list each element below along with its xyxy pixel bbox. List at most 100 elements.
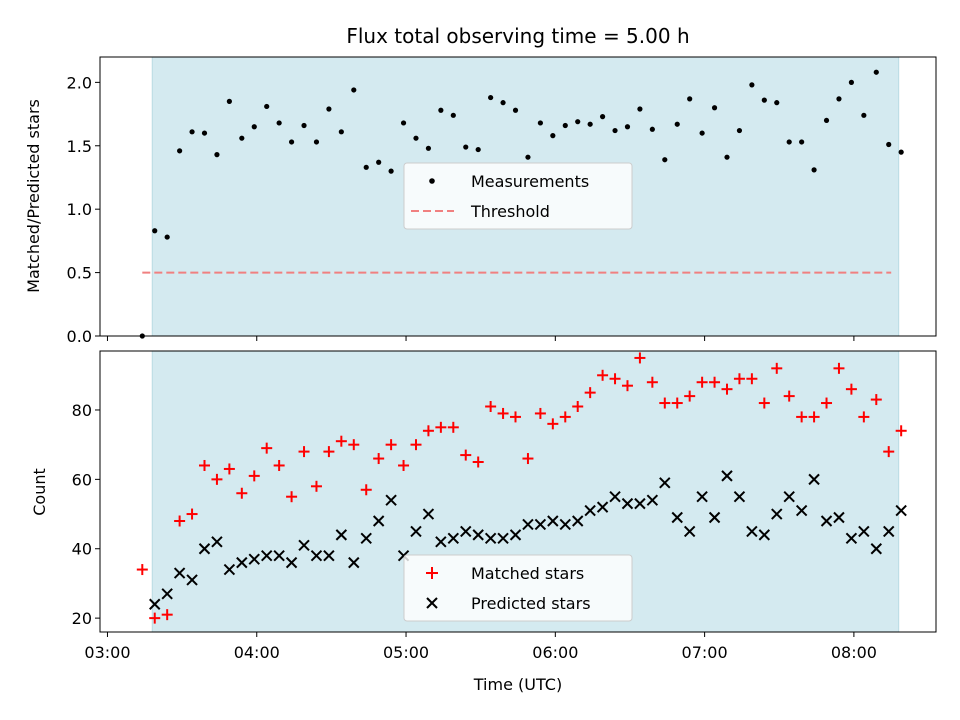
predicted-star-point bbox=[547, 515, 559, 527]
matched-star-point bbox=[808, 411, 820, 423]
matched-star-point bbox=[460, 449, 472, 461]
matched-star-point bbox=[472, 456, 484, 468]
predicted-star-point bbox=[758, 529, 771, 541]
top-axes-frame bbox=[99, 56, 937, 337]
predicted-star-point bbox=[260, 549, 273, 562]
legend-marker-matched bbox=[426, 567, 438, 579]
x-diag-2 bbox=[559, 518, 571, 531]
measurement-point bbox=[674, 121, 680, 127]
y-tick-label: 0.0 bbox=[67, 327, 92, 346]
measurement-point bbox=[226, 98, 232, 104]
measurement-point bbox=[164, 234, 170, 240]
predicted-star-point bbox=[708, 511, 721, 524]
x-diag-2 bbox=[634, 497, 646, 510]
matched-star-point bbox=[323, 446, 335, 458]
matched-star-point bbox=[310, 480, 322, 492]
measurement-point bbox=[724, 154, 730, 160]
measurement-point bbox=[761, 97, 767, 103]
predicted-star-point bbox=[596, 501, 609, 513]
measurement-point bbox=[786, 139, 792, 145]
measurement-point bbox=[687, 96, 693, 102]
predicted-star-point bbox=[621, 497, 634, 510]
predicted-star-point bbox=[795, 504, 808, 517]
predicted-star-point bbox=[559, 518, 571, 531]
matched-star-point bbox=[609, 373, 621, 385]
predicted-star-point bbox=[820, 515, 833, 527]
matched-star-point bbox=[858, 411, 870, 423]
x-diag-2 bbox=[833, 511, 845, 524]
measurement-point bbox=[239, 135, 245, 141]
measurement-point bbox=[450, 112, 456, 118]
predicted-star-point bbox=[198, 543, 211, 555]
x-diag-2 bbox=[783, 490, 795, 503]
bottom-legend: Matched stars Predicted stars bbox=[403, 554, 633, 622]
matched-star-point bbox=[510, 411, 522, 423]
x-diag-2 bbox=[696, 490, 708, 503]
matched-star-point bbox=[335, 435, 347, 447]
predicted-star-point bbox=[783, 490, 795, 503]
matched-star-point bbox=[783, 390, 795, 402]
matched-star-point bbox=[684, 390, 696, 402]
matched-star-point bbox=[833, 362, 845, 374]
x-diag-2 bbox=[509, 529, 522, 541]
predicted-star-point bbox=[484, 532, 497, 545]
matched-star-point bbox=[286, 491, 298, 503]
matched-star-point bbox=[211, 473, 223, 485]
matched-star-point bbox=[248, 470, 260, 482]
matched-star-point bbox=[186, 508, 198, 520]
measurement-point bbox=[288, 139, 295, 145]
y-tick-label: 2.0 bbox=[67, 73, 92, 92]
predicted-star-point bbox=[721, 470, 733, 482]
measurement-point bbox=[587, 121, 593, 127]
matched-star-point bbox=[634, 352, 646, 364]
predicted-star-point bbox=[870, 543, 882, 555]
matched-star-point bbox=[485, 401, 497, 413]
x-diag-2 bbox=[211, 536, 223, 548]
measurement-point bbox=[152, 228, 158, 234]
predicted-star-point bbox=[472, 529, 484, 541]
predicted-star-point bbox=[447, 532, 460, 545]
measurement-point bbox=[774, 100, 780, 106]
x-diag-2 bbox=[422, 508, 435, 520]
x-diag-2 bbox=[596, 501, 609, 513]
x-diag-2 bbox=[298, 539, 310, 551]
matched-star-point bbox=[883, 446, 895, 458]
predicted-star-point bbox=[335, 529, 348, 541]
measurement-point bbox=[400, 120, 407, 126]
x-diag-2 bbox=[808, 473, 820, 486]
matched-star-point bbox=[771, 362, 783, 374]
x-diag-2 bbox=[721, 470, 733, 482]
y-tick-label: 20 bbox=[72, 609, 92, 628]
matched-star-point bbox=[534, 407, 546, 419]
matched-star-point bbox=[597, 369, 609, 381]
measurement-point bbox=[799, 139, 805, 145]
matched-star-point bbox=[845, 383, 857, 395]
legend-label-predicted: Predicted stars bbox=[471, 594, 591, 613]
predicted-star-point bbox=[746, 525, 758, 538]
predicted-star-point bbox=[422, 508, 435, 520]
predicted-star-point bbox=[845, 532, 858, 545]
legend-box bbox=[403, 554, 633, 622]
matched-star-point bbox=[758, 397, 770, 409]
predicted-star-point bbox=[273, 549, 285, 562]
x-diag-2 bbox=[572, 515, 584, 527]
matched-star-point bbox=[522, 453, 534, 465]
y-tick-label: 60 bbox=[72, 470, 92, 489]
x-diag-2 bbox=[858, 525, 870, 538]
measurement-point bbox=[599, 114, 606, 120]
measurement-point bbox=[562, 122, 568, 129]
x-diag-2 bbox=[609, 490, 621, 503]
top-panel-marks bbox=[139, 69, 904, 339]
x-diag-2 bbox=[397, 549, 410, 562]
x-diag-2 bbox=[547, 515, 559, 527]
measurement-point bbox=[189, 129, 195, 135]
predicted-star-point bbox=[248, 553, 260, 565]
measurement-point bbox=[475, 146, 481, 153]
measurement-point bbox=[836, 96, 842, 102]
measurement-point bbox=[313, 139, 320, 145]
predicted-star-point bbox=[236, 556, 248, 569]
predicted-star-point bbox=[895, 504, 907, 517]
bottom-panel-marks bbox=[136, 352, 907, 624]
measurement-point bbox=[898, 149, 904, 155]
matched-star-point bbox=[659, 397, 671, 409]
